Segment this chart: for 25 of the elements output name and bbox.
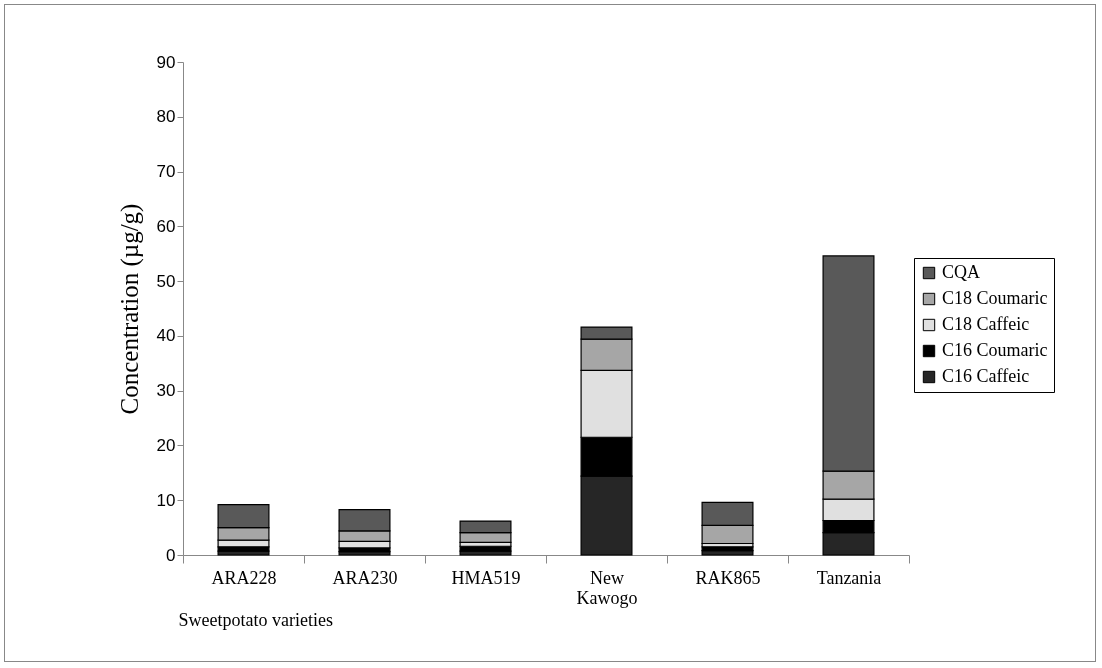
- x-tick-label: HMA519: [451, 567, 521, 588]
- y-tick-label: 10: [156, 490, 176, 510]
- legend-label: C18 Caffeic: [942, 314, 1030, 334]
- x-axis-title: Sweetpotato varieties: [178, 609, 333, 630]
- y-tick-label: 50: [156, 271, 176, 291]
- bar: [338, 551, 391, 556]
- legend-label: CQA: [942, 262, 981, 282]
- y-tick-label: 60: [156, 216, 176, 236]
- y-tick-label: 0: [166, 545, 176, 565]
- y-tick-label: 80: [156, 107, 176, 127]
- bar: [701, 550, 754, 556]
- y-tick-label: 20: [156, 435, 176, 455]
- y-tick-label: 40: [156, 326, 176, 346]
- y-tick-label: 90: [156, 52, 176, 72]
- y-tick-label: 70: [156, 162, 176, 182]
- y-axis-title: Concentration (µg/g): [115, 203, 144, 415]
- legend-label: C16 Coumaric: [942, 340, 1048, 360]
- legend-label: C16 Caffeic: [942, 366, 1030, 386]
- x-tick-label: ARA228: [211, 567, 277, 588]
- legend-label: C18 Coumaric: [942, 288, 1048, 308]
- x-tick-label: RAK865: [695, 567, 761, 588]
- x-tick-label: New Kawogo: [576, 567, 638, 608]
- y-tick-label: 30: [156, 381, 176, 401]
- x-tick-label: Tanzania: [816, 567, 882, 588]
- x-tick-label: ARA230: [332, 567, 398, 588]
